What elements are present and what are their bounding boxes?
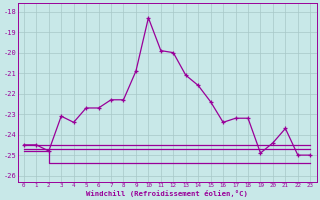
X-axis label: Windchill (Refroidissement éolien,°C): Windchill (Refroidissement éolien,°C) <box>86 190 248 197</box>
